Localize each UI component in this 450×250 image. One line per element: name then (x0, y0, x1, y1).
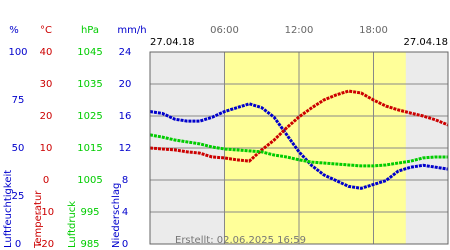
y-tick-label: 12 (119, 143, 132, 154)
x-tick-label: 06:00 (210, 25, 239, 36)
y-tick-label: 1045 (77, 47, 102, 58)
y-tick-label: -20 (38, 239, 54, 250)
plot-border (149, 51, 449, 245)
y-tick-label: 995 (80, 207, 99, 218)
y-tick-label: 50 (12, 143, 25, 154)
y-tick-label: 20 (40, 111, 53, 122)
y-tick-label: 8 (122, 175, 128, 186)
y-tick-label: 985 (80, 239, 99, 250)
y-tick-label: -10 (38, 207, 54, 218)
axis-unit: °C (40, 25, 52, 36)
y-tick-label: 30 (40, 79, 53, 90)
y-tick-label: 4 (122, 207, 128, 218)
y-tick-label: 25 (12, 191, 25, 202)
date-right: 27.04.18 (403, 37, 448, 48)
data-line (149, 89, 449, 163)
axis-title: Temperatur (33, 190, 44, 249)
axis-unit: hPa (81, 25, 99, 36)
y-tick-label: 24 (119, 47, 132, 58)
y-tick-label: 75 (12, 95, 25, 106)
y-tick-label: 1005 (77, 175, 102, 186)
axis-title: Luftfeuchtigkeit (3, 170, 14, 248)
axis-title: Niederschlag (111, 183, 122, 248)
created-note: Erstellt: 02.06.2025 16:59 (175, 235, 306, 246)
x-tick-label: 18:00 (359, 25, 388, 36)
axis-unit: % (9, 25, 19, 36)
axis-unit: mm/h (117, 25, 146, 36)
y-tick-label: 1035 (77, 79, 102, 90)
y-tick-label: 40 (40, 47, 53, 58)
y-tick-label: 1025 (77, 111, 102, 122)
date-left: 27.04.18 (150, 37, 195, 48)
data-line (149, 133, 448, 168)
y-tick-label: 100 (8, 47, 27, 58)
data-line (149, 102, 449, 190)
y-tick-label: 0 (15, 239, 21, 250)
y-tick-label: 10 (40, 143, 53, 154)
axis-title: Luftdruck (67, 201, 78, 248)
y-tick-label: 16 (119, 111, 132, 122)
y-tick-label: 1015 (77, 143, 102, 154)
y-tick-label: 20 (119, 79, 132, 90)
y-tick-label: 0 (122, 239, 128, 250)
y-tick-label: 0 (43, 175, 49, 186)
x-tick-label: 12:00 (285, 25, 314, 36)
